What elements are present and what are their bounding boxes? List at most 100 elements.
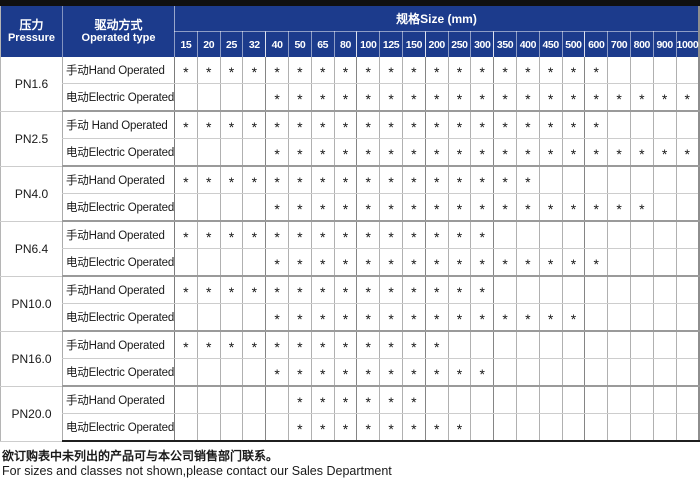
empty-cell [196,248,221,277]
empty-cell [675,248,699,277]
empty-cell [493,413,517,442]
empty-cell [652,111,677,139]
empty-cell [174,83,198,112]
available-mark-cell: * [287,83,312,112]
available-mark-cell: * [424,303,449,332]
size-column-header: 500 [561,31,585,57]
available-mark-cell: * [424,83,449,112]
empty-cell [675,166,699,194]
operated-type-label: 电动Electric Operated [62,138,175,167]
available-mark-cell: * [424,57,449,84]
table-body: PN1.6 手动Hand Operated * * * * * * * * * * * * * * * * * * * 电… [0,57,699,442]
empty-cell [493,358,517,387]
available-mark-cell: * [265,358,289,387]
available-mark-cell: * [652,83,677,112]
empty-cell [196,413,221,442]
available-mark-cell: * [493,193,517,222]
available-mark-cell: * [287,248,312,277]
available-mark-cell: * [219,111,243,139]
available-mark-cell: * [401,83,426,112]
available-mark-cell: * [265,248,289,277]
empty-cell [652,193,677,222]
empty-cell [196,303,221,332]
available-mark-cell: * [424,111,449,139]
available-mark-cell: * [174,57,198,84]
available-mark-cell: * [379,83,403,112]
empty-cell [515,331,540,359]
available-mark-cell: * [196,166,221,194]
available-mark-cell: * [310,358,335,387]
available-mark-cell: * [515,248,540,277]
size-column-header: 700 [607,31,631,57]
empty-cell [493,221,517,249]
available-mark-cell: * [447,193,471,222]
table-row: 电动Electric Operated * * * * * * * * * * * * * * * * * * * [1,83,699,112]
pressure-label: PN6.4 [0,221,63,277]
table-row: PN16.0 手动Hand Operated * * * * * * * * * * * * [0,331,699,387]
available-mark-cell: * [447,138,471,167]
empty-cell [607,248,631,277]
empty-cell [652,303,677,332]
available-mark-cell: * [196,221,221,249]
available-mark-cell: * [174,111,198,139]
size-column-header: 450 [538,31,563,57]
available-mark-cell: * [287,166,312,194]
available-mark-cell: * [356,83,380,112]
available-mark-cell: * [379,386,403,414]
empty-cell [675,331,699,359]
available-mark-cell: * [561,303,585,332]
size-column-header: 600 [584,31,608,57]
empty-cell [675,386,699,414]
available-mark-cell: * [174,276,198,304]
size-column-header: 100 [356,31,380,57]
available-mark-cell: * [174,221,198,249]
available-mark-cell: * [515,111,540,139]
empty-cell [493,276,517,304]
available-mark-cell: * [265,111,289,139]
size-column-header: 20 [196,31,221,57]
available-mark-cell: * [401,303,426,332]
empty-cell [652,331,677,359]
operated-header-zh: 驱动方式 [94,18,143,32]
available-mark-cell: * [447,276,471,304]
available-mark-cell: * [356,303,380,332]
available-mark-cell: * [470,111,494,139]
pressure-label: PN1.6 [0,57,63,112]
empty-cell [174,248,198,277]
available-mark-cell: * [447,166,471,194]
available-mark-cell: * [493,111,517,139]
empty-cell [629,303,654,332]
empty-cell [607,276,631,304]
size-column-header: 125 [379,31,403,57]
empty-cell [174,138,198,167]
available-mark-cell: * [265,83,289,112]
empty-cell [607,303,631,332]
available-mark-cell: * [515,57,540,84]
empty-cell [607,358,631,387]
table-row: PN10.0 手动Hand Operated * * * * * * * * * * * * * * [0,276,699,332]
available-mark-cell: * [333,193,357,222]
empty-cell [629,111,654,139]
available-mark-cell: * [379,358,403,387]
available-mark-cell: * [333,248,357,277]
empty-cell [584,221,608,249]
available-mark-cell: * [470,276,494,304]
empty-cell [470,413,494,442]
operated-type-label: 手动Hand Operated [62,166,175,194]
available-mark-cell: * [196,57,221,84]
available-mark-cell: * [401,331,426,359]
available-mark-cell: * [287,193,312,222]
table-row: PN20.0 手动Hand Operated * * * * * * [0,386,699,442]
size-column-header: 350 [493,31,517,57]
available-mark-cell: * [242,57,266,84]
operated-type-label: 电动Electric Operated [62,413,175,442]
available-mark-cell: * [310,166,335,194]
available-mark-cell: * [607,193,631,222]
available-mark-cell: * [356,413,380,442]
empty-cell [607,111,631,139]
available-mark-cell: * [470,358,494,387]
empty-cell [607,221,631,249]
available-mark-cell: * [287,413,312,442]
empty-cell [242,413,266,442]
available-mark-cell: * [379,331,403,359]
